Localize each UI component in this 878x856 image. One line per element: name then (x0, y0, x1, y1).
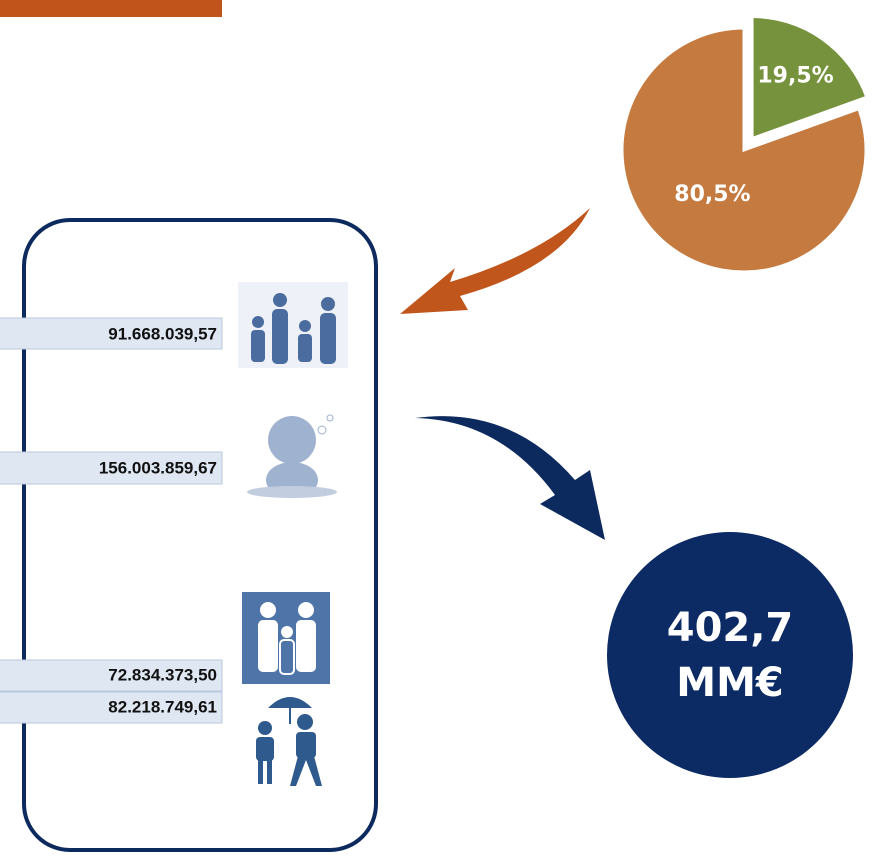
amount-band (0, 451, 223, 485)
total-unit: MM€ (676, 660, 783, 706)
arrow (400, 208, 590, 314)
pie-slice (750, 15, 869, 141)
total-value: 402,7 (667, 605, 794, 651)
amount-band (0, 317, 223, 350)
pie-slice (620, 26, 868, 274)
pie-label: 19,5% (757, 64, 833, 89)
family-icon (238, 282, 348, 368)
amount: 82.218.749,61 (108, 697, 217, 716)
amount: 91.668.039,57 (108, 324, 217, 343)
arrow (415, 416, 605, 540)
parents-icon (242, 592, 330, 684)
amount: 72.834.373,50 (108, 665, 217, 684)
total-circle (607, 532, 853, 778)
pie-label: 80,5% (674, 182, 750, 207)
amount-band (0, 691, 223, 724)
amount-band (0, 659, 223, 692)
top-bar (0, 0, 222, 17)
baby-icon (247, 414, 337, 498)
amount: 156.003.859,67 (99, 458, 217, 477)
protection-icon (256, 697, 322, 786)
amount-box (22, 218, 378, 852)
